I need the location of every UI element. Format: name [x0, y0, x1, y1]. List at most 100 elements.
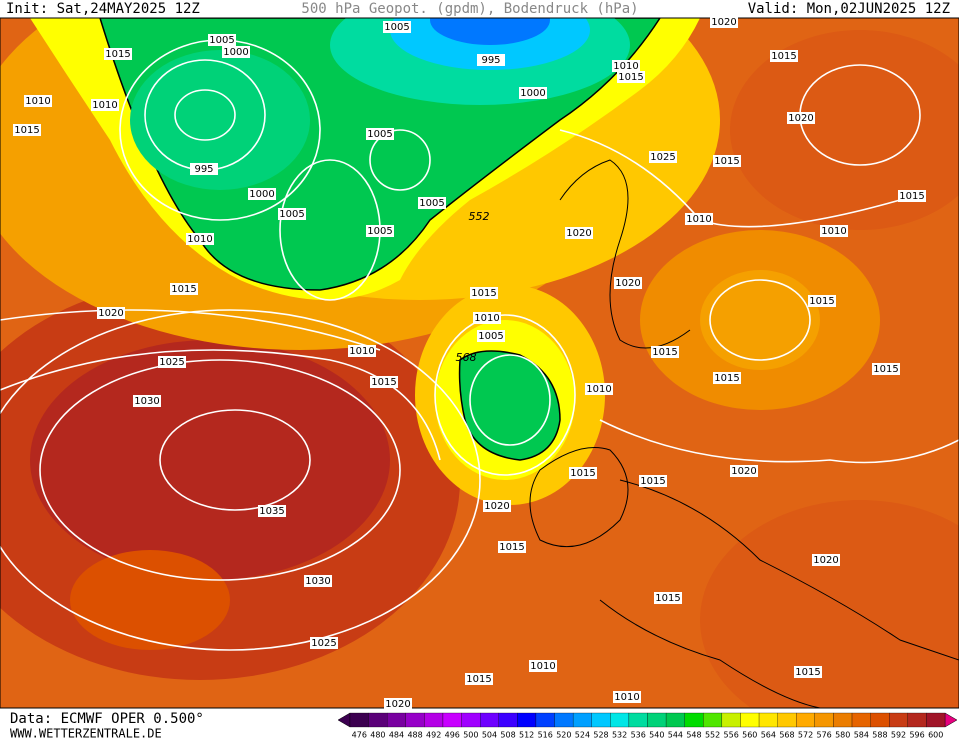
isobar-label-bg — [649, 151, 677, 163]
isobar-label: 1000 — [249, 189, 274, 200]
colorbar-label: 532 — [612, 731, 627, 740]
isobar-label: 1010 — [821, 226, 846, 237]
isobar-label-bg — [222, 46, 250, 58]
isobar-label: 1020 — [711, 17, 736, 28]
colorbar-label: 524 — [575, 731, 590, 740]
colorbar-label: 568 — [779, 731, 794, 740]
isobar-label-bg — [651, 346, 679, 358]
colorbar-swatch — [628, 712, 648, 728]
colorbar-swatch — [480, 712, 499, 728]
colorbar-label: 552 — [705, 731, 720, 740]
isobar-label-bg — [104, 48, 132, 60]
isobar-label: 1020 — [615, 278, 640, 289]
isobar-label-bg — [713, 372, 741, 384]
coastlines — [529, 159, 959, 708]
data-source: Data: ECMWF OPER 0.500° — [10, 711, 204, 727]
colorbar-label: 476 — [352, 731, 367, 740]
colorbar-swatch — [814, 712, 834, 728]
colorbar-swatch — [461, 712, 481, 728]
isobar-label: 1010 — [686, 214, 711, 225]
valid-time: Valid: Mon,02JUN2025 12Z — [748, 1, 950, 17]
colorbar-swatch — [684, 712, 704, 728]
colorbar-swatch — [851, 712, 871, 728]
geopotential-label: 552 — [469, 210, 490, 223]
isobar-label: 1005 — [478, 331, 503, 342]
isobar-label-bg — [170, 283, 198, 295]
isobar-label-bg — [304, 575, 332, 587]
init-time: Init: Sat,24MAY2025 12Z — [6, 1, 200, 17]
isobar-label-bg — [248, 188, 276, 200]
isobar-label-bg — [370, 376, 398, 388]
isobar-label-bg — [820, 225, 848, 237]
colorbar-label: 556 — [724, 731, 739, 740]
colorbar-label: 588 — [872, 731, 887, 740]
isobar-label: 1010 — [92, 100, 117, 111]
isobar-label: 1010 — [474, 313, 499, 324]
isobar-label: 1020 — [98, 308, 123, 319]
isobar-label-bg — [787, 112, 815, 124]
isobar-label: 1025 — [311, 638, 336, 649]
colorbar-label: 572 — [798, 731, 813, 740]
colorbar-swatch — [349, 712, 369, 728]
isobar-label: 1015 — [171, 284, 196, 295]
colorbar-arrow — [337, 712, 351, 728]
isobar-label-bg — [585, 383, 613, 395]
isobar-label: 1015 — [471, 288, 496, 299]
isobar-label: 1030 — [134, 396, 159, 407]
isobar-label-bg — [133, 395, 161, 407]
isobar-label-bg — [186, 233, 214, 245]
isobar-label-bg — [477, 330, 505, 342]
isobar-label-bg — [418, 197, 446, 209]
isobar-label-bg — [470, 287, 498, 299]
isobar-label: 1010 — [530, 661, 555, 672]
colorbar-swatch — [535, 712, 555, 728]
isobar-label-bg — [612, 60, 640, 72]
colorbar-swatch — [870, 712, 890, 728]
colorbar-label: 484 — [389, 731, 404, 740]
colorbar-label: 600 — [928, 731, 943, 740]
isobar-label: 1015 — [899, 191, 924, 202]
isobar-label-bg — [808, 295, 836, 307]
isobar-label: 1005 — [367, 226, 392, 237]
isobar-label-bg — [569, 467, 597, 479]
isobar-label-bg — [366, 225, 394, 237]
isobar-label-bg — [278, 208, 306, 220]
geopotential-label: 568 — [456, 351, 477, 364]
colorbar-label: 576 — [817, 731, 832, 740]
isobar-label: 1015 — [570, 468, 595, 479]
colorbar-swatch — [405, 712, 425, 728]
colorbar-label: 528 — [593, 731, 608, 740]
isobar-label-bg — [794, 666, 822, 678]
colorbar-label: 540 — [649, 731, 664, 740]
colorbar-swatch — [777, 712, 797, 728]
colorbar-label: 520 — [556, 731, 571, 740]
colorbar-swatch — [907, 712, 927, 728]
isobar-label-bg — [613, 691, 641, 703]
isobar-label: 1015 — [618, 72, 643, 83]
isobar-label: 1005 — [419, 198, 444, 209]
colorbar-swatch — [591, 712, 611, 728]
isobar-label-bg — [348, 345, 376, 357]
isobar-label: 1020 — [813, 555, 838, 566]
colorbar-swatch — [889, 712, 908, 728]
isobar-label: 1015 — [499, 542, 524, 553]
colorbar-label: 516 — [538, 731, 553, 740]
colorbar-swatch — [554, 712, 574, 728]
isobar-label: 1015 — [795, 667, 820, 678]
isobar-label: 1015 — [14, 125, 39, 136]
colorbar-swatch — [442, 712, 462, 728]
isobar-label: 1010 — [613, 61, 638, 72]
colorbar-label: 560 — [742, 731, 757, 740]
isobar-label: 995 — [481, 55, 500, 66]
colorbar-label: 492 — [426, 731, 441, 740]
isobar-label: 1015 — [873, 364, 898, 375]
isobar-label-bg — [770, 50, 798, 62]
isobar-label-bg — [812, 554, 840, 566]
colorbar-swatch — [610, 712, 630, 728]
isobar-label-bg — [465, 673, 493, 685]
isobar-label-bg — [24, 95, 52, 107]
isobar-label: 1010 — [586, 384, 611, 395]
colorbar-label: 512 — [519, 731, 534, 740]
map-title: 500 hPa Geopot. (gpdm), Bodendruck (hPa) — [301, 1, 638, 17]
isobar-label: 1015 — [466, 674, 491, 685]
